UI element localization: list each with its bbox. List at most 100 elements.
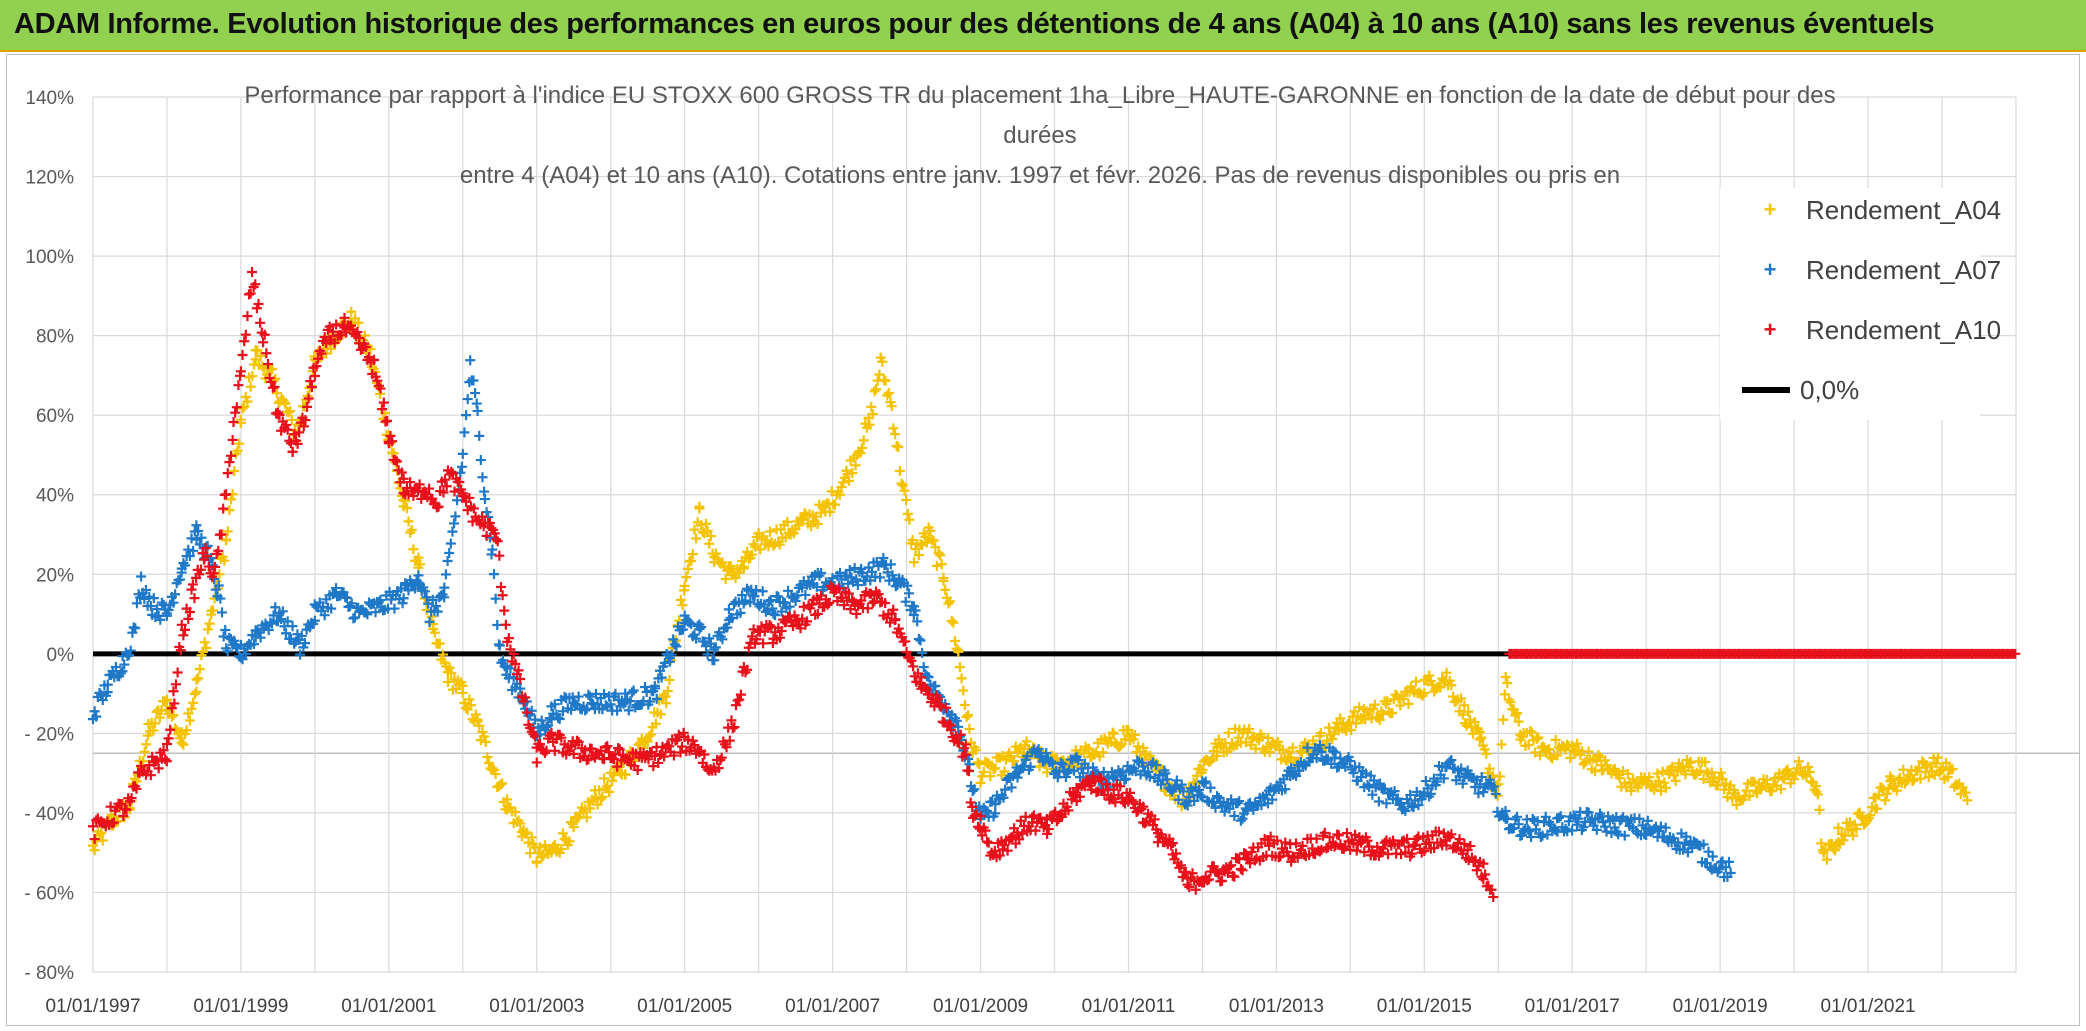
point-a10 xyxy=(1359,847,1370,858)
point-a07 xyxy=(709,655,720,666)
point-a10 xyxy=(222,468,233,479)
point-a10 xyxy=(1291,838,1302,849)
point-a07 xyxy=(982,806,993,817)
point-a10 xyxy=(1190,884,1201,895)
point-a07 xyxy=(751,585,762,596)
point-a10 xyxy=(549,745,560,756)
point-a10 xyxy=(1171,848,1182,859)
chart-title-line-1: Performance par rapport à l'indice EU ST… xyxy=(244,82,1836,109)
point-a07 xyxy=(592,698,603,709)
point-a04 xyxy=(1499,689,1510,700)
point-a10 xyxy=(1330,840,1341,851)
point-a07 xyxy=(1373,796,1384,807)
point-a04 xyxy=(1481,748,1492,759)
point-a10 xyxy=(250,279,261,290)
point-a10 xyxy=(213,545,224,556)
point-a07 xyxy=(1232,798,1243,809)
point-a04 xyxy=(1962,795,1973,806)
point-a04 xyxy=(1814,804,1825,815)
point-a04 xyxy=(1715,767,1726,778)
point-a10 xyxy=(1311,833,1322,844)
point-a10 xyxy=(1063,805,1074,816)
point-a10 xyxy=(721,742,732,753)
point-a04 xyxy=(985,771,996,782)
point-a10 xyxy=(1272,835,1283,846)
point-a04 xyxy=(774,539,785,550)
point-a04 xyxy=(487,763,498,774)
point-a10 xyxy=(1246,847,1257,858)
point-a04 xyxy=(1855,810,1866,821)
point-a10 xyxy=(396,467,407,478)
point-a10 xyxy=(464,492,475,503)
point-a10 xyxy=(1128,796,1139,807)
point-a10 xyxy=(208,568,219,579)
point-a04 xyxy=(1287,742,1298,753)
point-a10 xyxy=(375,383,386,394)
point-a04 xyxy=(645,729,656,740)
point-a10 xyxy=(940,702,951,713)
point-a04 xyxy=(1706,767,1717,778)
point-a07 xyxy=(462,394,473,405)
point-a04 xyxy=(746,549,757,560)
point-a07 xyxy=(1345,756,1356,767)
point-a04 xyxy=(910,543,921,554)
point-a04 xyxy=(1441,667,1452,678)
point-a04 xyxy=(696,520,707,531)
point-a04 xyxy=(1446,680,1457,691)
point-a04 xyxy=(704,538,715,549)
point-a07 xyxy=(998,792,1009,803)
point-a04 xyxy=(229,466,240,477)
point-a07 xyxy=(900,596,911,607)
point-a10 xyxy=(586,743,597,754)
point-a10 xyxy=(1108,784,1119,795)
point-a04 xyxy=(1526,727,1537,738)
point-a04 xyxy=(855,448,866,459)
point-a04 xyxy=(1205,755,1216,766)
point-a10 xyxy=(1234,854,1245,865)
point-a07 xyxy=(580,705,591,716)
point-a07 xyxy=(843,578,854,589)
point-a04 xyxy=(1295,745,1306,756)
point-a04 xyxy=(232,445,243,456)
point-a07 xyxy=(866,566,877,577)
point-a07 xyxy=(723,604,734,615)
point-a07 xyxy=(439,582,450,593)
point-a10 xyxy=(1372,841,1383,852)
point-a10 xyxy=(873,589,884,600)
point-a07 xyxy=(1725,868,1736,879)
point-a10 xyxy=(539,747,550,758)
point-a04 xyxy=(1424,670,1435,681)
point-a07 xyxy=(1583,807,1594,818)
chart-legend: + Rendement_A04 + Rendement_A07 + Rendem… xyxy=(1720,188,2001,420)
point-a07 xyxy=(1649,823,1660,834)
point-a04 xyxy=(956,673,967,684)
point-a04 xyxy=(844,475,855,486)
point-a04 xyxy=(592,799,603,810)
point-a10 xyxy=(1419,846,1430,857)
point-a07 xyxy=(702,649,713,660)
point-a04 xyxy=(1115,741,1126,752)
point-a04 xyxy=(1395,700,1406,711)
point-a10 xyxy=(408,490,419,501)
point-a10 xyxy=(449,486,460,497)
point-a04 xyxy=(899,485,910,496)
point-a07 xyxy=(360,607,371,618)
point-a04 xyxy=(557,828,568,839)
point-a10 xyxy=(126,793,137,804)
point-a04 xyxy=(961,711,972,722)
point-a04 xyxy=(1512,708,1523,719)
legend-label-zero: 0,0% xyxy=(1800,374,1860,405)
point-a10 xyxy=(1074,791,1085,802)
point-a07 xyxy=(549,699,560,710)
point-a04 xyxy=(151,706,162,717)
point-a04 xyxy=(193,673,204,684)
point-a07 xyxy=(1724,856,1735,867)
point-a10 xyxy=(748,624,759,635)
point-a07 xyxy=(498,655,509,666)
point-a07 xyxy=(1473,788,1484,799)
point-a10 xyxy=(352,327,363,338)
point-a04 xyxy=(1469,716,1480,727)
chart-title-line-2: durées xyxy=(1003,122,1077,149)
point-a04 xyxy=(523,837,534,848)
x-tick-label: 01/01/2011 xyxy=(1082,996,1176,1017)
